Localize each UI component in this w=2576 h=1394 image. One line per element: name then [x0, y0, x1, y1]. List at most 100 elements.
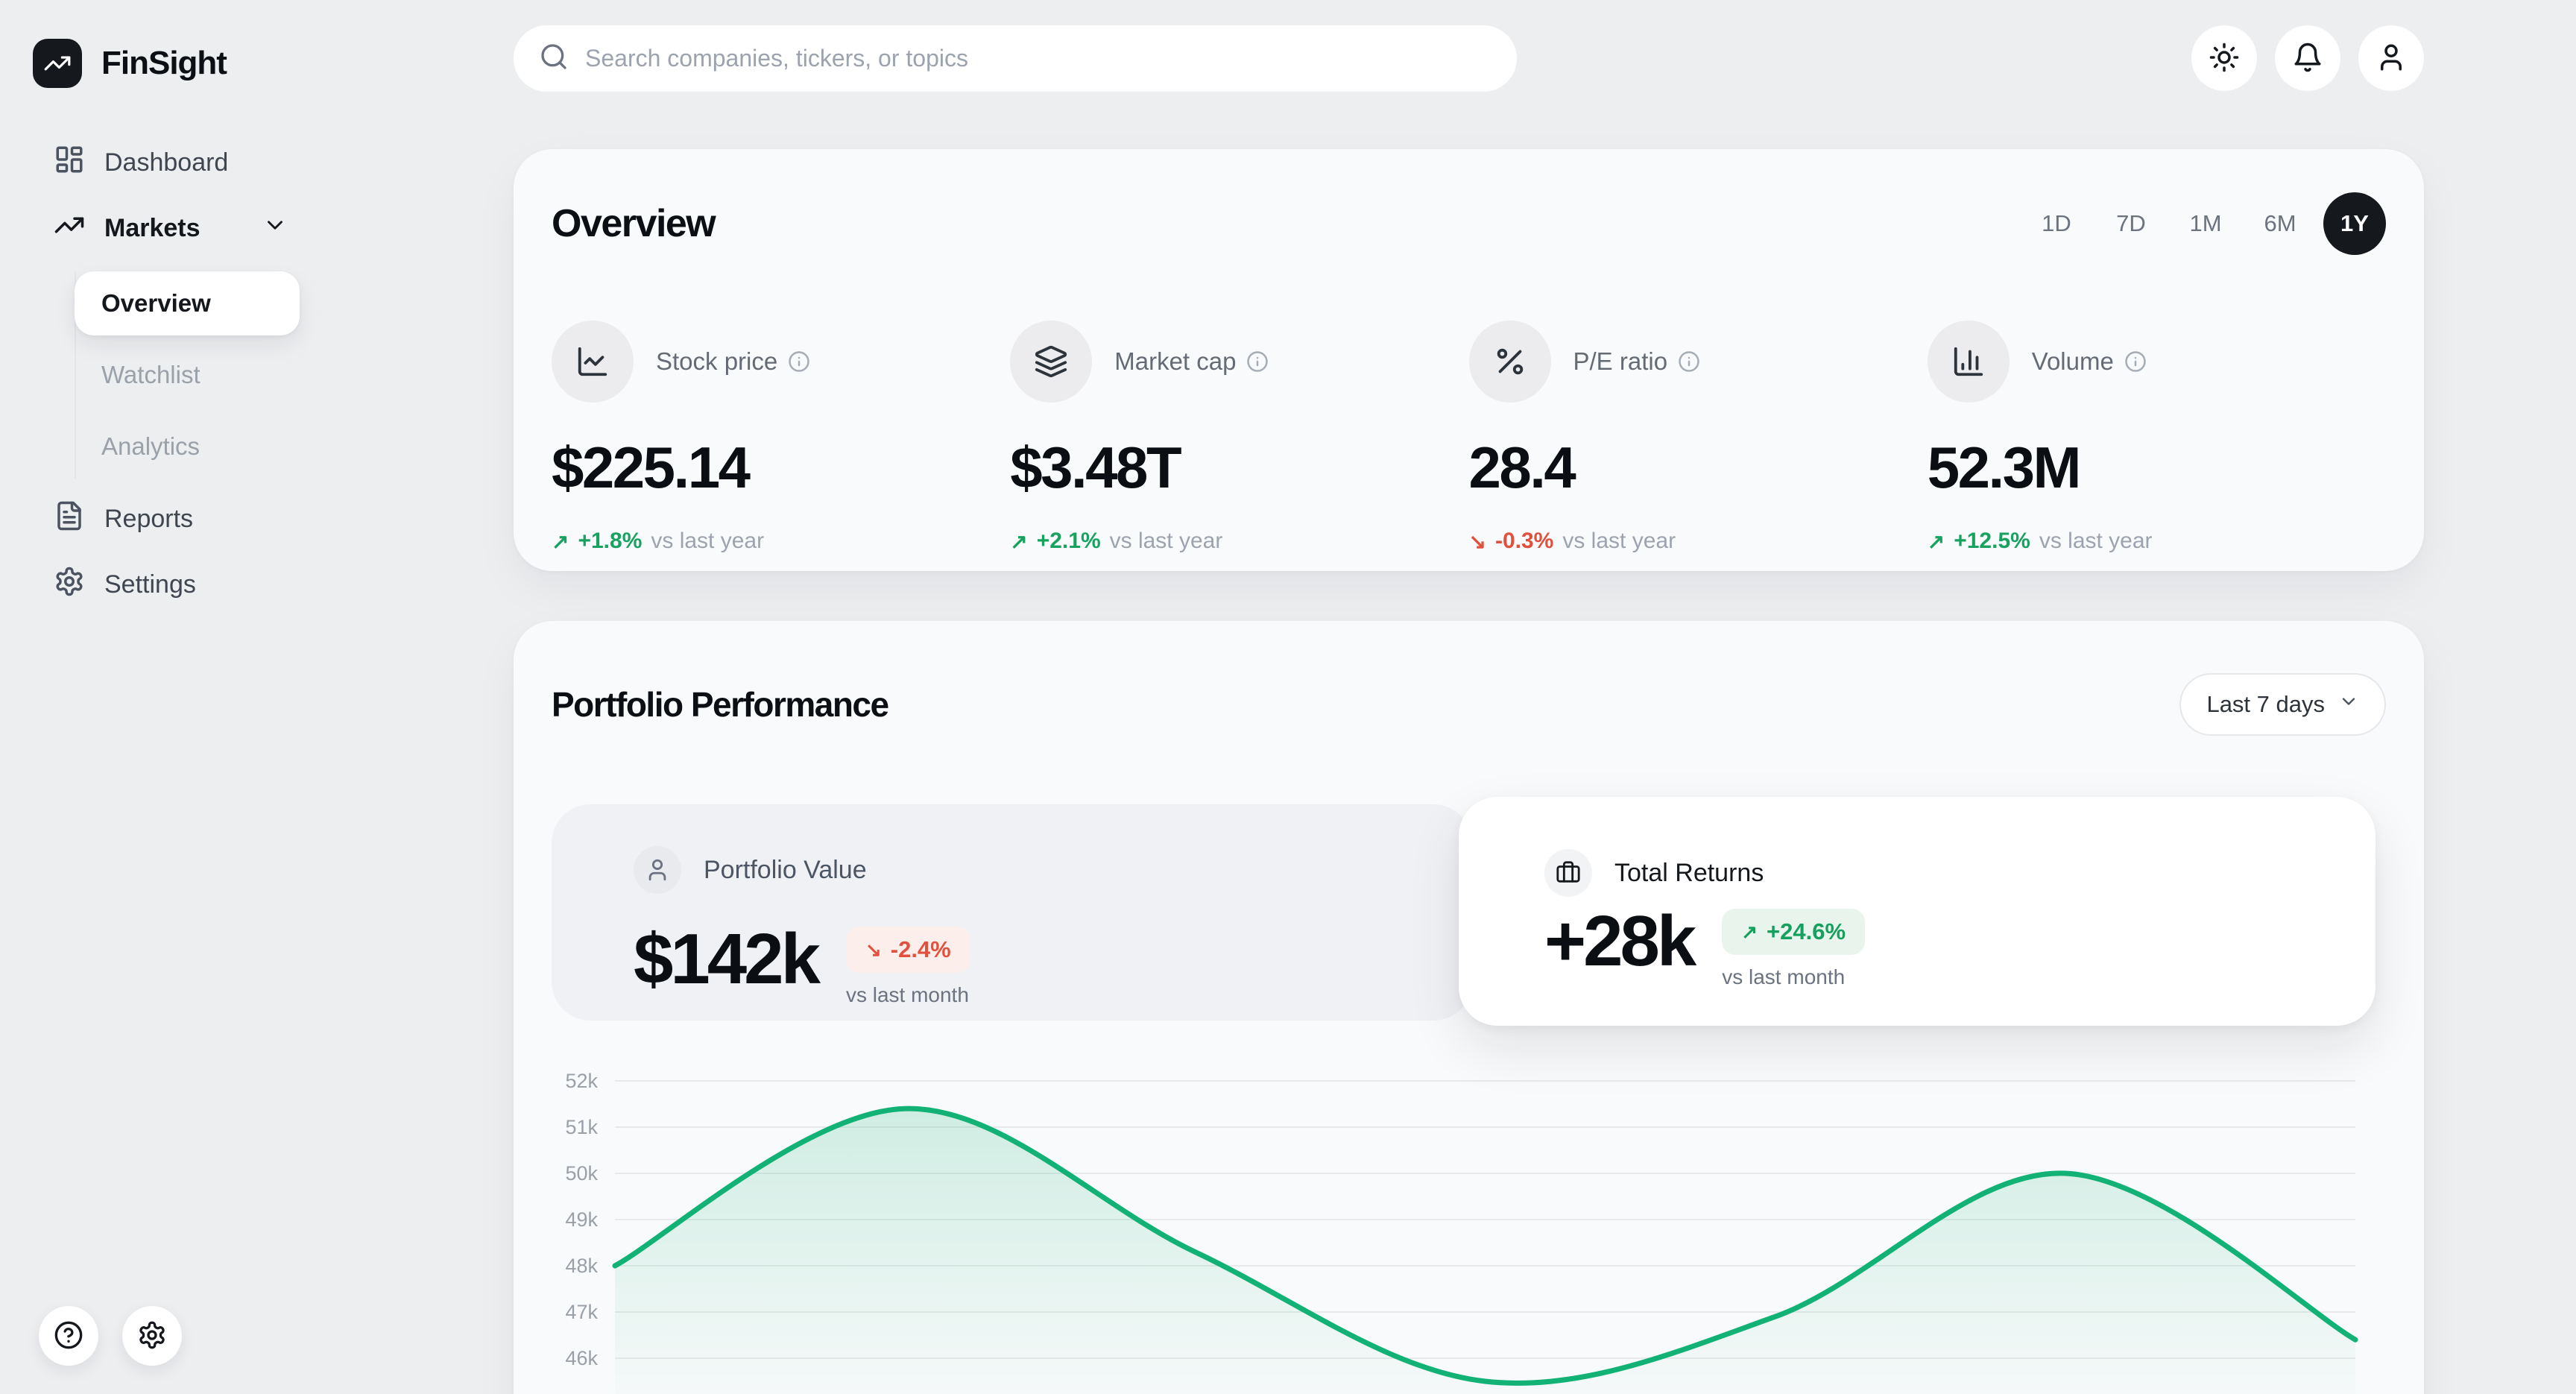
- stat-change: ↗ +2.1% vs last year: [1010, 529, 1223, 553]
- trend-down-icon: ↘: [1468, 529, 1486, 553]
- range-button-1y[interactable]: 1Y: [2323, 192, 2386, 255]
- date-range-value: Last 7 days: [2206, 691, 2325, 717]
- stat-value: 52.3M: [1927, 435, 2082, 500]
- sidebar-item-label: Markets: [104, 213, 201, 242]
- svg-text:50k: 50k: [565, 1162, 598, 1185]
- area-chart-svg: 52k51k50k49k48k47k46k45k: [565, 1070, 2358, 1394]
- search-icon: [539, 42, 569, 75]
- info-icon[interactable]: [1678, 350, 1700, 373]
- chart-line-icon: [552, 321, 634, 403]
- dashboard-grid-icon: [54, 144, 85, 182]
- briefcase-icon: [1544, 849, 1592, 897]
- app-logo: FinSight: [33, 39, 227, 88]
- trend-up-icon: ↗: [552, 529, 569, 553]
- range-button-1m[interactable]: 1M: [2174, 192, 2237, 255]
- portfolio-value: $142k: [634, 919, 821, 999]
- svg-text:52k: 52k: [565, 1070, 598, 1092]
- range-button-6m[interactable]: 6M: [2249, 192, 2311, 255]
- svg-text:47k: 47k: [565, 1301, 598, 1323]
- stat-volume: Volume 52.3M ↗ +12.5% vs last year: [1927, 321, 2386, 554]
- stat-change: ↗ +1.8% vs last year: [552, 529, 765, 553]
- total-returns-card: Total Returns +28k ↗ +24.6% vs last mont…: [1459, 797, 2375, 1026]
- sidebar-item-settings[interactable]: Settings: [0, 552, 313, 617]
- sun-icon: [2209, 42, 2240, 75]
- info-icon[interactable]: [788, 350, 810, 373]
- user-icon: [634, 846, 681, 894]
- svg-text:48k: 48k: [565, 1255, 598, 1277]
- stat-market-cap: Market cap $3.48T ↗ +2.1% vs last year: [1010, 321, 1468, 554]
- stat-value: 28.4: [1468, 435, 1576, 500]
- range-button-7d[interactable]: 7D: [2100, 192, 2162, 255]
- stat-label: P/E ratio: [1573, 347, 1701, 376]
- change-badge: ↗ +24.6%: [1722, 909, 1866, 955]
- trend-up-icon: ↗: [1741, 920, 1758, 943]
- sidebar-item-label: Dashboard: [104, 148, 229, 177]
- sidebar-item-label: Settings: [104, 570, 196, 599]
- stat-label: Market cap: [1114, 347, 1269, 376]
- info-icon[interactable]: [1246, 350, 1269, 373]
- help-button[interactable]: [39, 1306, 98, 1366]
- profile-button[interactable]: [2358, 25, 2424, 91]
- bell-icon: [2292, 42, 2323, 75]
- summary-label: Portfolio Value: [704, 855, 867, 884]
- trend-up-icon: ↗: [1010, 529, 1028, 553]
- main-content: Overview 1D 7D 1M 6M 1Y Stoc: [514, 0, 2576, 1394]
- stat-change: ↘ -0.3% vs last year: [1468, 529, 1676, 553]
- summary-label: Total Returns: [1614, 858, 1764, 887]
- stat-value: $225.14: [552, 435, 751, 500]
- stat-stock-price: Stock price $225.14 ↗ +1.8% vs last year: [552, 321, 1010, 554]
- chevron-down-icon: [2338, 691, 2359, 718]
- trending-up-logo-icon: [33, 39, 82, 88]
- svg-text:46k: 46k: [565, 1347, 598, 1369]
- theme-toggle-button[interactable]: [2191, 25, 2257, 91]
- sidebar-subitem-label: Watchlist: [101, 361, 201, 388]
- sidebar-markets-sublist: Overview Watchlist Analytics: [75, 271, 300, 479]
- stat-pe-ratio: P/E ratio 28.4 ↘ -0.3% vs last year: [1468, 321, 1928, 554]
- sidebar-item-markets[interactable]: Markets: [0, 195, 313, 261]
- sidebar-item-dashboard[interactable]: Dashboard: [0, 130, 313, 195]
- portfolio-value-card: Portfolio Value $142k ↘ -2.4% vs last mo…: [552, 804, 1472, 1021]
- sidebar-subitem-label: Overview: [101, 289, 211, 317]
- bar-chart-icon: [1927, 321, 2010, 403]
- change-badge: ↘ -2.4%: [845, 927, 970, 973]
- overview-card: Overview 1D 7D 1M 6M 1Y Stoc: [514, 149, 2424, 571]
- trend-up-icon: ↗: [1927, 529, 1945, 553]
- percent-icon: [1468, 321, 1551, 403]
- notifications-button[interactable]: [2275, 25, 2340, 91]
- sidebar-item-label: Reports: [104, 504, 194, 533]
- layers-icon: [1010, 321, 1093, 403]
- stat-value: $3.48T: [1010, 435, 1181, 500]
- sidebar-item-overview[interactable]: Overview: [75, 271, 300, 335]
- settings-fab-button[interactable]: [122, 1306, 182, 1366]
- file-text-icon: [54, 500, 85, 538]
- portfolio-card-title: Portfolio Performance: [552, 685, 889, 724]
- sidebar-subitem-label: Analytics: [101, 432, 201, 460]
- range-button-1d[interactable]: 1D: [2025, 192, 2088, 255]
- stat-label: Stock price: [656, 347, 810, 376]
- total-returns-value: +28k: [1544, 901, 1696, 981]
- gear-icon: [54, 566, 85, 604]
- info-icon[interactable]: [2124, 350, 2147, 373]
- sidebar-nav: Dashboard Markets Overview Watchlist: [0, 130, 514, 617]
- search-bar[interactable]: [514, 25, 1517, 92]
- date-range-dropdown[interactable]: Last 7 days: [2179, 673, 2386, 736]
- app-name: FinSight: [101, 45, 227, 81]
- floating-actions: [39, 1306, 182, 1366]
- topbar-actions: [2191, 25, 2424, 91]
- help-circle-icon: [54, 1320, 83, 1352]
- sidebar-item-analytics[interactable]: Analytics: [75, 414, 300, 479]
- overview-stats: Stock price $225.14 ↗ +1.8% vs last year: [552, 321, 2386, 554]
- sidebar-item-watchlist[interactable]: Watchlist: [75, 343, 300, 407]
- trend-down-icon: ↘: [865, 938, 882, 961]
- trending-up-icon: [54, 209, 85, 247]
- overview-card-title: Overview: [552, 202, 716, 245]
- stat-change: ↗ +12.5% vs last year: [1927, 529, 2153, 553]
- svg-text:49k: 49k: [565, 1208, 598, 1231]
- time-range-selector: 1D 7D 1M 6M 1Y: [2025, 192, 2386, 255]
- search-input[interactable]: [585, 44, 1491, 72]
- portfolio-performance-card: Portfolio Performance Last 7 days Portfo…: [514, 621, 2424, 1394]
- sidebar: FinSight Dashboard Markets Ove: [0, 0, 514, 1394]
- sidebar-item-reports[interactable]: Reports: [0, 486, 313, 552]
- portfolio-area-chart: 52k51k50k49k48k47k46k45k: [552, 1051, 2467, 1394]
